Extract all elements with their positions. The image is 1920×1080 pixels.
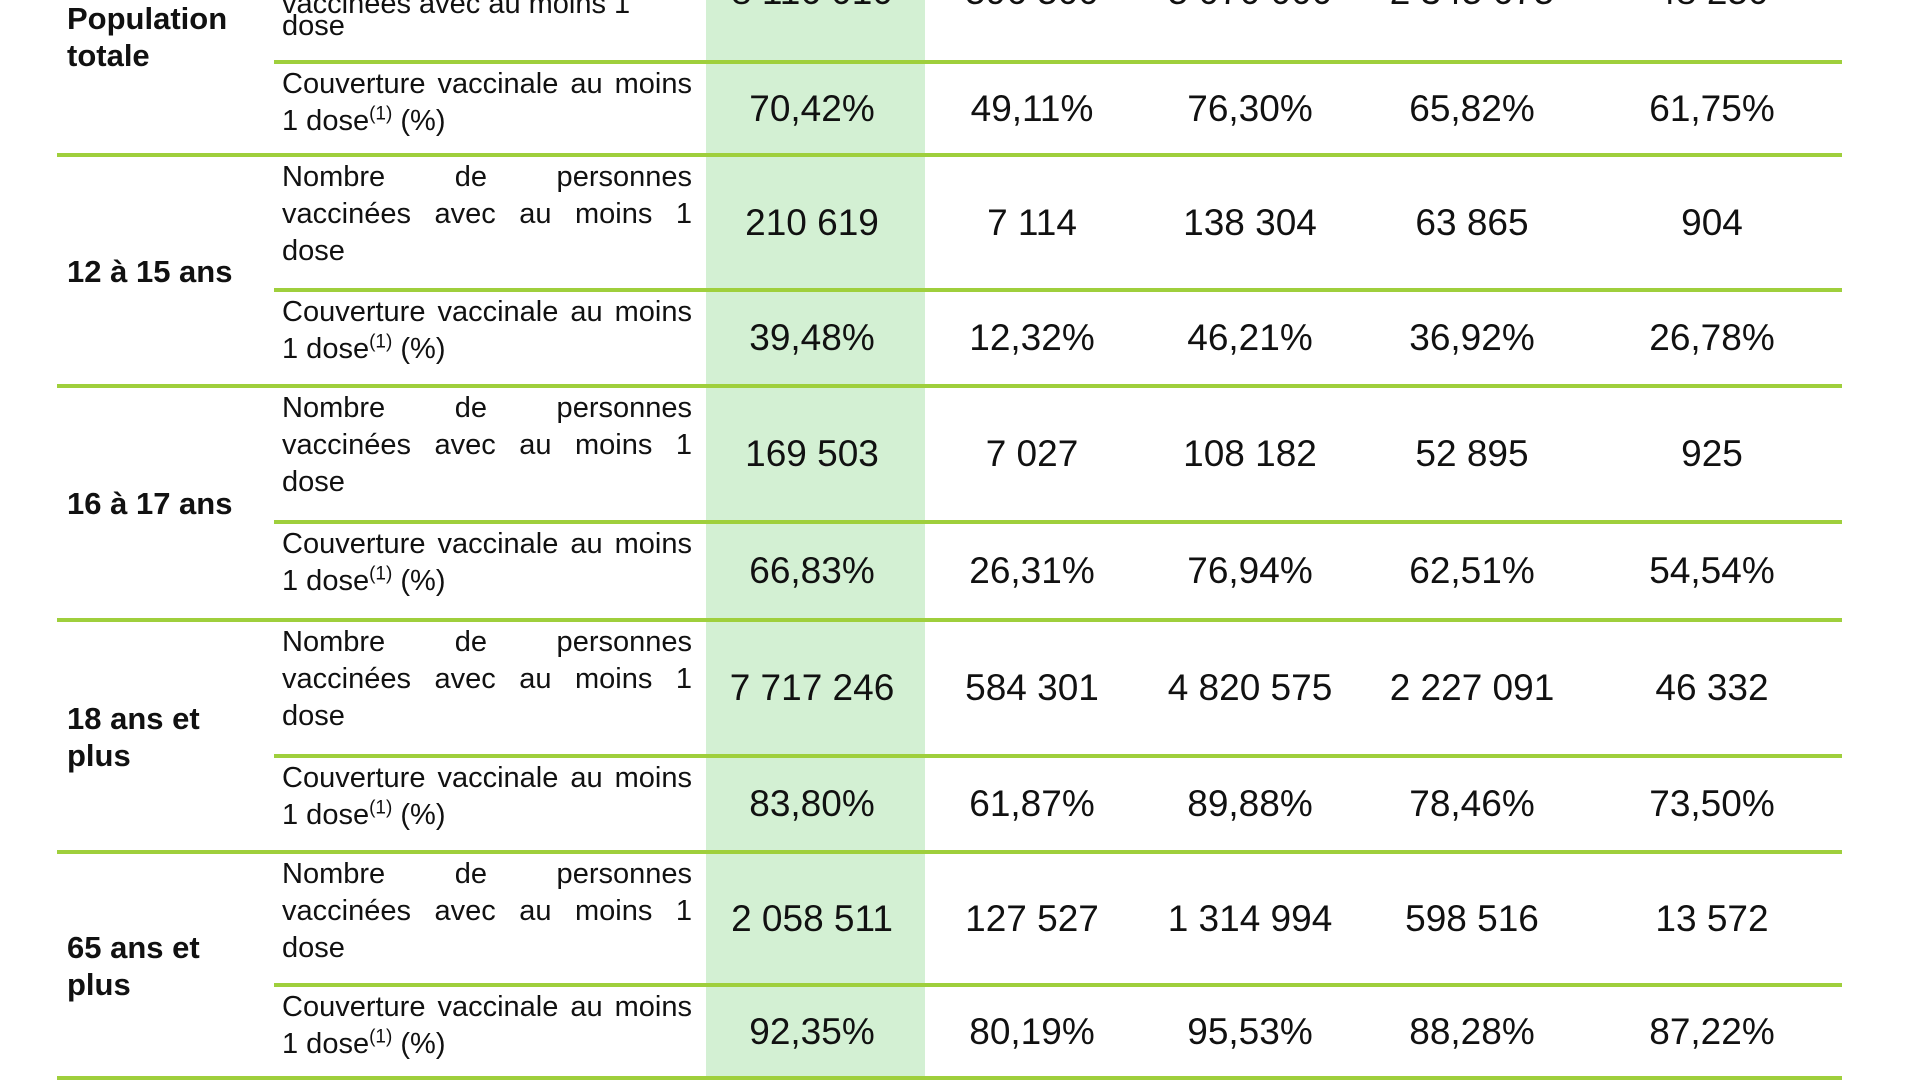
cell-value: 76,30% [1187,87,1313,129]
row-divider [57,153,1842,157]
row-label: Couverture vaccinale au moins 1 dose(1) … [282,760,692,834]
row-divider [57,1076,1842,1080]
cell-value: 48 250 [1612,0,1812,13]
cell-value: 26,31% [969,550,1095,591]
cell-value: 169 503 [745,433,879,474]
cell-value: 598 516 [1405,897,1539,939]
unit-suffix: (%) [392,799,446,831]
row-label: Couverture vaccinale au moins 1 dose(1) … [282,989,692,1063]
row-label-partial: vaccinées avec au moins 1 [282,0,631,20]
cell-value: 138 304 [1183,201,1317,243]
cell-value: 89,88% [1187,783,1313,824]
cell-value: 78,46% [1409,783,1535,824]
footnote-marker: (1) [369,331,393,353]
row-label: Couverture vaccinale au moins 1 dose(1) … [282,294,692,368]
cell-value: 7 717 246 [729,667,895,708]
footnote-marker: (1) [369,103,393,125]
cell-value: 1 314 994 [1167,897,1333,939]
row-label-text: Couverture vaccinale au moins 1 dose [282,528,692,597]
cell-value: 87,22% [1649,1010,1775,1052]
row-label-text: Couverture vaccinale au moins 1 dose [282,296,692,365]
cell-value: 92,35% [749,1010,875,1052]
footnote-marker: (1) [369,797,393,819]
cell-value: 8 116 010 [712,0,912,13]
group-label: 12 à 15 ans [67,253,233,289]
cell-value: 13 572 [1655,897,1769,939]
cell-value: 12,32% [969,317,1095,358]
cell-value: 2 345 675 [1372,0,1572,13]
row-label: Couverture vaccinale au moins 1 dose(1) … [282,526,692,600]
footnote-marker: (1) [369,563,393,585]
cell-value: 70,42% [749,87,875,129]
unit-suffix: (%) [392,565,446,597]
subrow-divider [274,983,1842,987]
cell-value: 46,21% [1187,317,1313,358]
cell-value: 7 114 [987,201,1077,243]
unit-suffix: (%) [392,105,446,137]
cell-value: 62,51% [1409,550,1535,591]
cell-value: 596 500 [932,0,1132,13]
cell-value: 925 [1681,433,1743,474]
cell-value: 83,80% [749,783,875,824]
subrow-divider [274,60,1842,64]
row-label: Nombre de personnes vaccinées avec au mo… [282,161,692,267]
row-divider [57,850,1842,854]
unit-suffix: (%) [392,1028,446,1060]
cell-value: 61,87% [969,783,1095,824]
cell-value: 39,48% [749,317,875,358]
row-label-text: Couverture vaccinale au moins 1 dose [282,762,692,831]
row-divider [57,384,1842,388]
cell-value: 61,75% [1649,87,1775,129]
unit-suffix: (%) [392,333,446,365]
row-label-text: Couverture vaccinale au moins 1 dose [282,68,692,137]
row-label: Nombre de personnes vaccinées avec au mo… [282,392,692,498]
row-label-text: Couverture vaccinale au moins 1 dose [282,991,692,1060]
cell-value: 7 027 [985,433,1079,474]
row-label-partial-end: dose [282,10,345,42]
row-label: Nombre de personnes vaccinées avec au mo… [282,858,692,964]
subrow-divider [274,754,1842,758]
group-label: 65 ans et plus [67,930,200,1002]
cell-value: 4 820 575 [1167,667,1333,708]
cell-value: 108 182 [1183,433,1317,474]
cell-value: 54,54% [1649,550,1775,591]
cell-value: 63 865 [1415,201,1529,243]
cell-value: 49,11% [970,87,1094,129]
highlighted-column [706,0,925,1078]
cell-value: 2 227 091 [1389,667,1555,708]
cell-value: 88,28% [1409,1010,1535,1052]
row-label: Nombre de personnes vaccinées avec au mo… [282,626,692,732]
subrow-divider [274,520,1842,524]
group-label: 16 à 17 ans [67,486,233,521]
cell-value: 5 070 000 [1150,0,1350,13]
cell-value: 73,50% [1649,783,1775,824]
cell-value: 80,19% [969,1010,1095,1052]
group-label: 18 ans et plus [67,701,200,773]
cell-value: 95,53% [1187,1010,1313,1052]
footnote-marker: (1) [369,1026,393,1048]
row-label: Couverture vaccinale au moins 1 dose(1) … [282,66,692,140]
row-divider [57,618,1842,622]
cell-value: 65,82% [1409,87,1535,129]
cell-value: 2 058 511 [731,897,893,939]
cell-value: 584 301 [965,667,1099,708]
group-label: Population totale [67,1,228,73]
cell-value: 210 619 [745,201,879,243]
cell-value: 36,92% [1409,317,1535,358]
cell-value: 46 332 [1655,667,1769,708]
cell-value: 52 895 [1415,433,1529,474]
cell-value: 904 [1681,201,1743,243]
cell-value: 66,83% [749,550,875,591]
cell-value: 76,94% [1187,550,1313,591]
cell-value: 127 527 [965,897,1099,939]
subrow-divider [274,288,1842,292]
cell-value: 26,78% [1649,317,1775,358]
